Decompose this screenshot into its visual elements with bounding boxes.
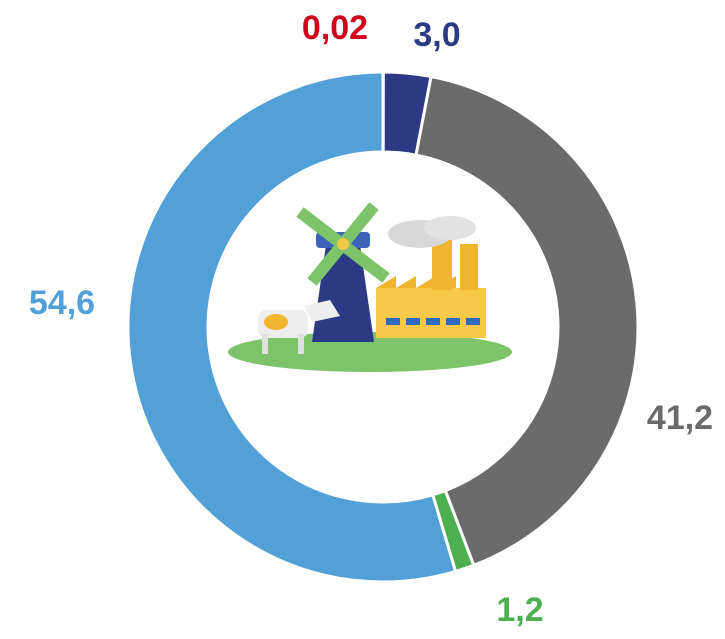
donut-segment	[126, 70, 458, 584]
center-illustration	[228, 202, 512, 372]
donut-segment	[414, 74, 640, 568]
data-label: 54,6	[29, 284, 95, 322]
data-label: 41,2	[647, 399, 713, 437]
data-label: 1,2	[496, 591, 543, 629]
data-label: 3,0	[413, 16, 460, 54]
data-label: 0,02	[302, 9, 368, 47]
